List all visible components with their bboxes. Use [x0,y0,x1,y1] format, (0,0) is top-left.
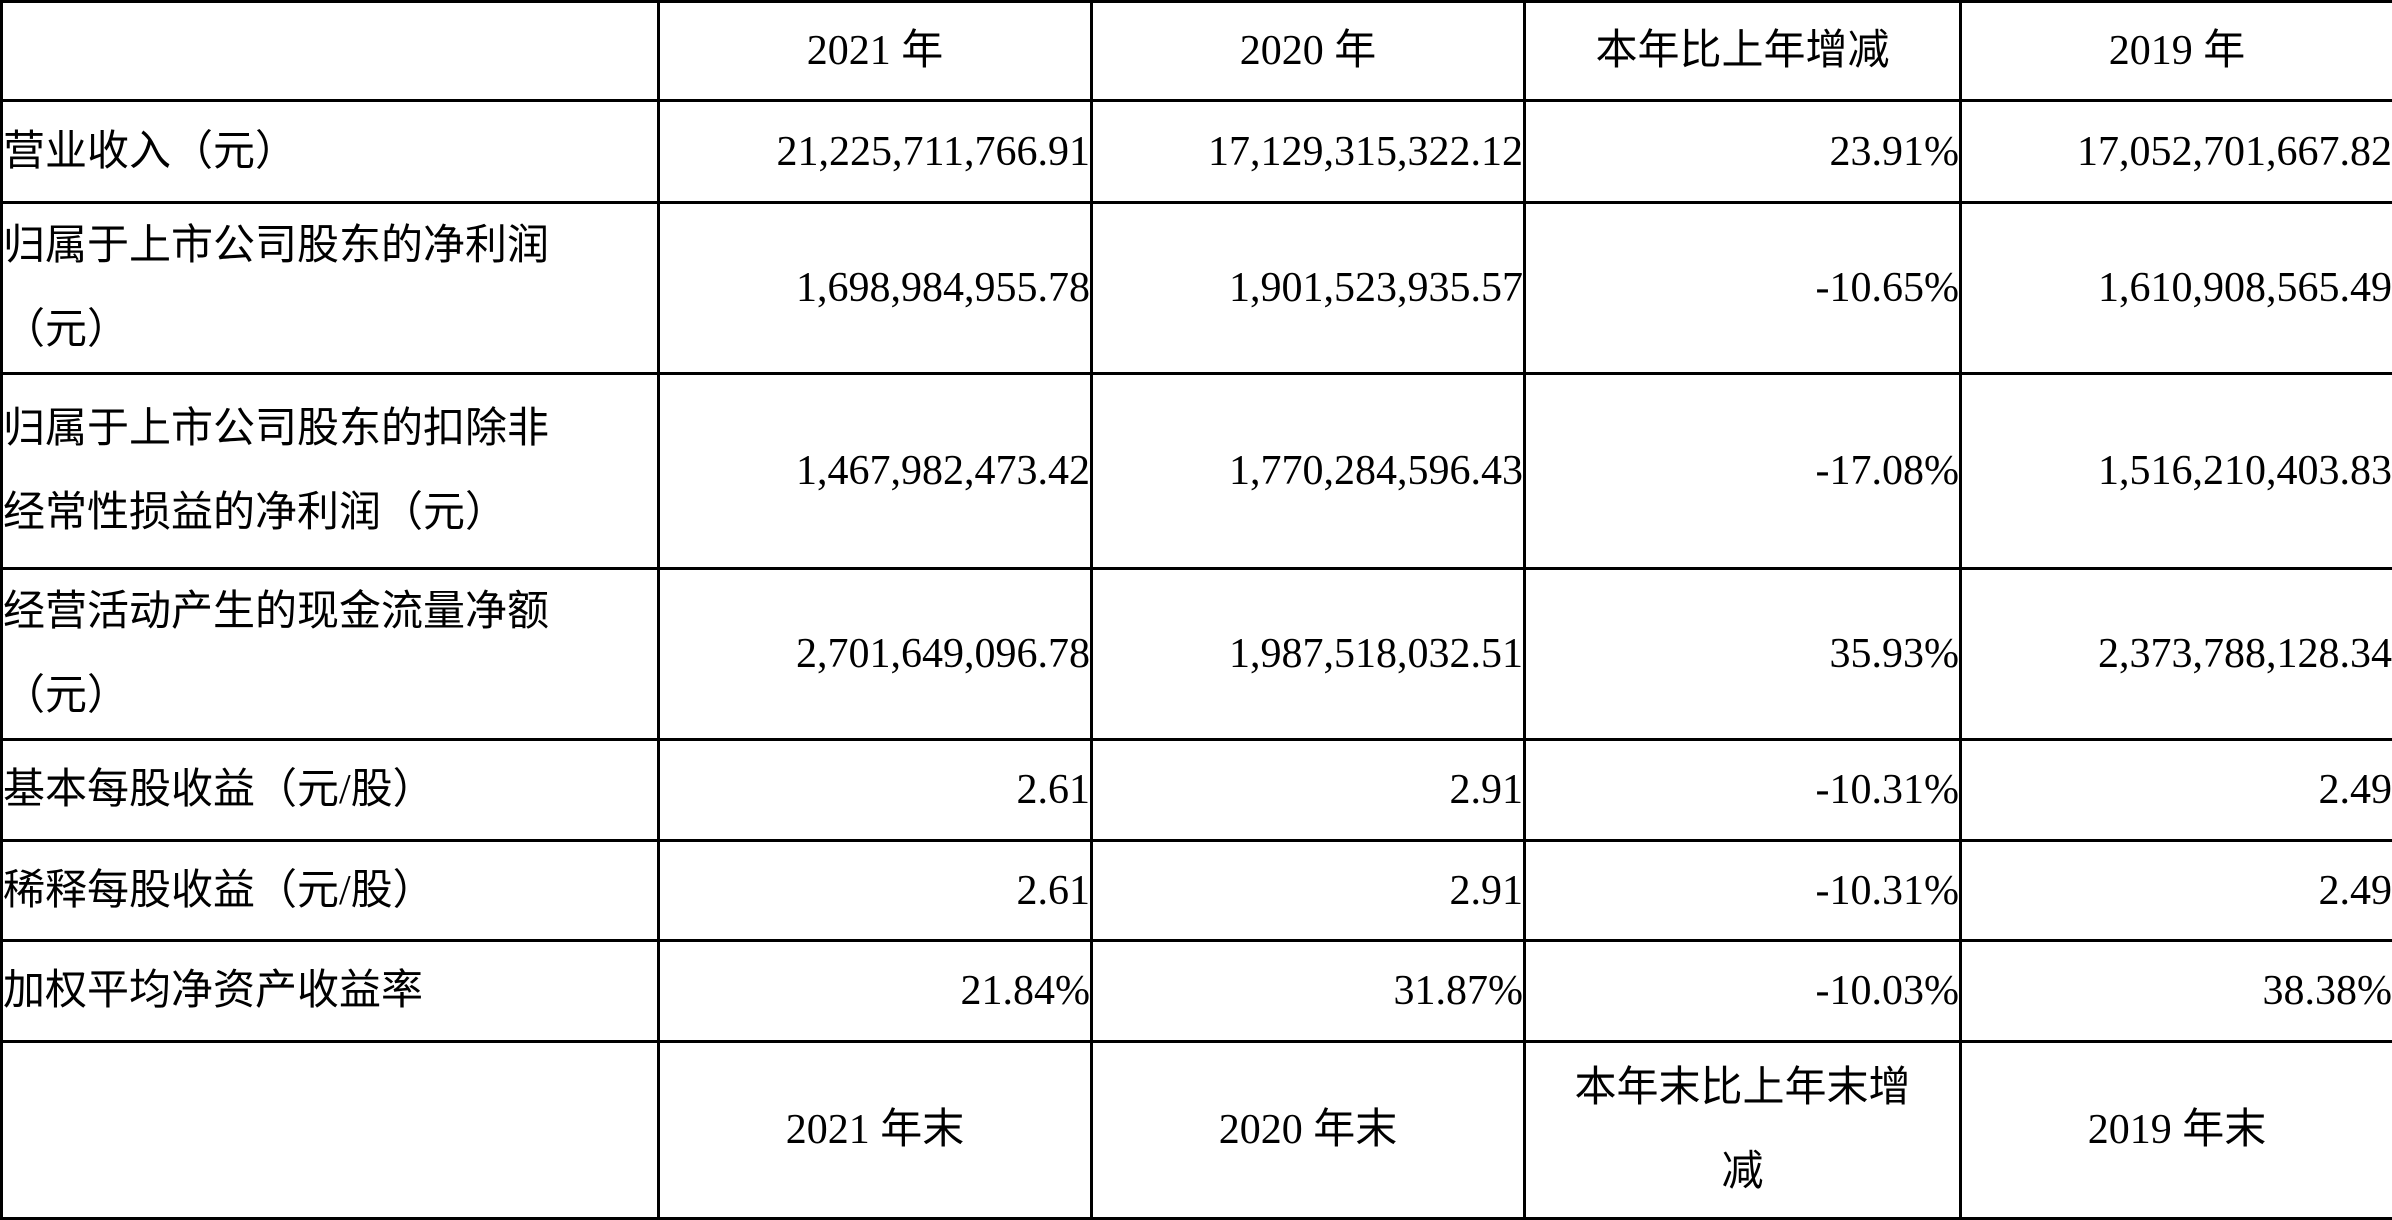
col-header-2021: 2021 年 [659,2,1092,101]
row-label-line: 加权平均净资产收益率 [3,949,657,1033]
col-header-2020-year-end: 2020 年末 [1092,1042,1525,1219]
cell-2021-value: 21.84% [659,941,1092,1042]
cell-2021-value: 1,467,982,473.42 [659,374,1092,569]
cell-2020-value: 31.87% [1092,941,1525,1042]
row-weighted-avg-roe: 加权平均净资产收益率 21.84% 31.87% -10.03% 38.38% [2,941,2392,1042]
row-label-operating-cash-flow: 经营活动产生的现金流量净额 （元） [2,569,659,740]
row-basic-eps: 基本每股收益（元/股） 2.61 2.91 -10.31% 2.49 [2,740,2392,841]
cell-2019-value: 2,373,788,128.34 [1961,569,2392,740]
header-row-year-end: 2021 年末 2020 年末 本年末比上年末增 减 2019 年末 [2,1042,2392,1219]
corner-cell-top [2,2,659,101]
row-label-line: 归属于上市公司股东的扣除非 [3,387,657,471]
row-net-profit-excl-nonrecurring: 归属于上市公司股东的扣除非 经常性损益的净利润（元） 1,467,982,473… [2,374,2392,569]
cell-change-value: 35.93% [1525,569,1961,740]
row-label-basic-eps: 基本每股收益（元/股） [2,740,659,841]
col-header-2019: 2019 年 [1961,2,2392,101]
row-label-line: （元） [3,654,657,738]
row-label-operating-revenue: 营业收入（元） [2,101,659,203]
row-label-line: 基本每股收益（元/股） [3,748,657,832]
row-operating-revenue: 营业收入（元） 21,225,711,766.91 17,129,315,322… [2,101,2392,203]
col-header-line: 本年末比上年末增 [1526,1046,1959,1130]
cell-change-value: 23.91% [1525,101,1961,203]
cell-2020-value: 1,901,523,935.57 [1092,203,1525,374]
row-label-line: 归属于上市公司股东的净利润 [3,204,657,288]
col-header-2019-year-end: 2019 年末 [1961,1042,2392,1219]
cell-2019-value: 2.49 [1961,841,2392,941]
corner-cell-bottom [2,1042,659,1219]
cell-change-value: -10.65% [1525,203,1961,374]
cell-2019-value: 1,516,210,403.83 [1961,374,2392,569]
col-header-yoy-change: 本年比上年增减 [1525,2,1961,101]
col-header-2020: 2020 年 [1092,2,1525,101]
cell-change-value: -10.31% [1525,841,1961,941]
row-label-line: 稀释每股收益（元/股） [3,849,657,933]
row-label-line: 经常性损益的净利润（元） [3,471,657,555]
cell-2020-value: 1,987,518,032.51 [1092,569,1525,740]
cell-2021-value: 2.61 [659,841,1092,941]
cell-2020-value: 2.91 [1092,841,1525,941]
row-label-diluted-eps: 稀释每股收益（元/股） [2,841,659,941]
cell-change-value: -10.03% [1525,941,1961,1042]
row-label-line: 经营活动产生的现金流量净额 [3,570,657,654]
cell-2020-value: 17,129,315,322.12 [1092,101,1525,203]
col-header-line: 减 [1526,1130,1959,1214]
col-header-year-end-change: 本年末比上年末增 减 [1525,1042,1961,1219]
cell-2021-value: 2,701,649,096.78 [659,569,1092,740]
cell-2021-value: 2.61 [659,740,1092,841]
cell-2020-value: 1,770,284,596.43 [1092,374,1525,569]
row-net-profit-attributable: 归属于上市公司股东的净利润 （元） 1,698,984,955.78 1,901… [2,203,2392,374]
header-row-annual: 2021 年 2020 年 本年比上年增减 2019 年 [2,2,2392,101]
row-operating-cash-flow: 经营活动产生的现金流量净额 （元） 2,701,649,096.78 1,987… [2,569,2392,740]
cell-change-value: -10.31% [1525,740,1961,841]
row-label-net-profit-excl-nonrecurring: 归属于上市公司股东的扣除非 经常性损益的净利润（元） [2,374,659,569]
cell-2019-value: 38.38% [1961,941,2392,1042]
cell-2021-value: 21,225,711,766.91 [659,101,1092,203]
cell-2019-value: 2.49 [1961,740,2392,841]
row-label-net-profit-attributable: 归属于上市公司股东的净利润 （元） [2,203,659,374]
cell-2020-value: 2.91 [1092,740,1525,841]
cell-2019-value: 17,052,701,667.82 [1961,101,2392,203]
row-label-line: 营业收入（元） [3,110,657,194]
col-header-2021-year-end: 2021 年末 [659,1042,1092,1219]
row-label-line: （元） [3,288,657,372]
cell-change-value: -17.08% [1525,374,1961,569]
row-diluted-eps: 稀释每股收益（元/股） 2.61 2.91 -10.31% 2.49 [2,841,2392,941]
row-label-weighted-avg-roe: 加权平均净资产收益率 [2,941,659,1042]
cell-2021-value: 1,698,984,955.78 [659,203,1092,374]
cell-2019-value: 1,610,908,565.49 [1961,203,2392,374]
